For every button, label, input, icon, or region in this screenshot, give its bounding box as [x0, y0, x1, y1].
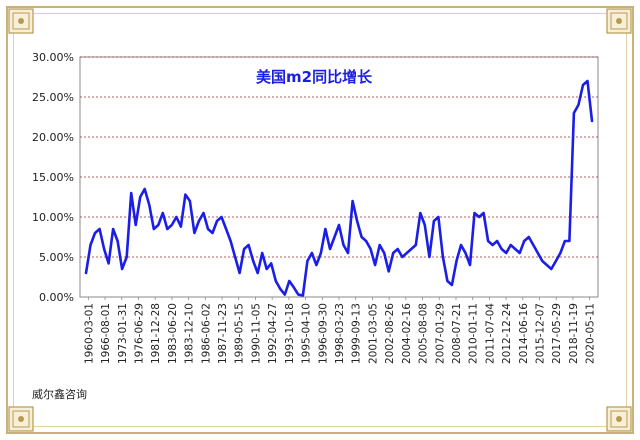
x-tick-label: 1987-11-23: [217, 303, 229, 364]
y-tick-label: 10.00%: [32, 211, 74, 224]
x-tick-label: 2008-07-21: [451, 303, 463, 364]
x-tick-label: 1989-05-15: [234, 303, 246, 364]
x-tick-label: 2015-12-07: [535, 303, 547, 364]
corner-ornament-top-left: [8, 8, 34, 34]
series-line-m2-yoy: [84, 79, 594, 297]
source-note: 威尔鑫咨询: [32, 388, 87, 401]
y-tick-label: 5.00%: [39, 251, 74, 264]
x-tick-label: 2007-01-29: [434, 303, 446, 364]
x-tick-label: 1983-06-20: [167, 303, 179, 364]
x-tick-label: 1992-04-27: [267, 303, 279, 364]
x-tick-label: 1981-12-28: [150, 303, 162, 364]
y-tick-label: 15.00%: [32, 171, 74, 184]
x-tick-label: 1990-11-05: [250, 303, 262, 364]
x-tick-label: 1993-10-18: [284, 303, 296, 364]
x-tick-label: 2018-11-19: [568, 303, 580, 364]
x-tick-label: 2005-08-08: [418, 303, 430, 364]
x-tick-label: 2020-05-11: [585, 303, 597, 364]
y-tick-label: 25.00%: [32, 91, 74, 104]
x-tick-label: 2014-06-16: [518, 303, 530, 364]
plot-area: [79, 56, 599, 298]
y-tick-label: 20.00%: [32, 131, 74, 144]
x-tick-label: 1976-06-29: [133, 303, 145, 364]
x-tick-label: 2012-12-24: [501, 303, 513, 364]
x-tick-label: 1999-09-13: [351, 303, 363, 364]
x-tick-label: 2002-08-26: [384, 303, 396, 364]
x-tick-label: 1973-01-31: [117, 303, 129, 364]
x-tick-label: 2011-07-04: [484, 303, 496, 364]
x-tick-label: 2001-03-05: [367, 303, 379, 364]
x-tick-label: 1960-03-01: [83, 303, 95, 364]
x-tick-label: 1996-09-30: [317, 303, 329, 364]
y-tick-label: 0.00%: [39, 291, 74, 304]
x-tick-label: 1986-06-02: [200, 303, 212, 364]
x-tick-label: 1983-12-10: [184, 303, 196, 364]
x-tick-label: 1995-04-10: [301, 303, 313, 364]
corner-ornament-bottom-left: [8, 406, 34, 432]
x-tick-label: 1966-08-01: [100, 303, 112, 364]
x-tick-label: 2017-05-29: [551, 303, 563, 364]
chart-title: 美国m2同比增长: [256, 68, 373, 86]
x-tick-label: 1998-03-23: [334, 303, 346, 364]
chart-frame-inner: [13, 13, 627, 427]
corner-ornament-bottom-right: [606, 406, 632, 432]
x-tick-label: 2010-01-11: [468, 303, 480, 364]
y-tick-label: 30.00%: [32, 51, 74, 64]
corner-ornament-top-right: [606, 8, 632, 34]
x-tick-label: 2004-02-16: [401, 303, 413, 364]
